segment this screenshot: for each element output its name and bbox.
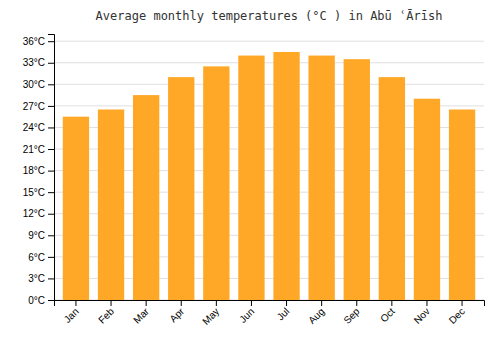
y-tick: 36°C: [23, 36, 54, 47]
bar: [449, 109, 475, 300]
y-tick-label: 30°C: [23, 79, 45, 90]
x-tick-mark: [356, 300, 357, 306]
y-tick-label: 6°C: [28, 252, 45, 263]
y-tick-mark: [48, 149, 54, 150]
x-tick-mark: [426, 300, 427, 306]
y-tick: 21°C: [23, 144, 54, 155]
y-tick-label: 15°C: [23, 187, 45, 198]
y-tick: 15°C: [23, 187, 54, 198]
x-tick-label: May: [200, 306, 221, 327]
x-tick-label: Mar: [131, 305, 151, 325]
bar: [273, 52, 299, 300]
x-tick: Jun: [237, 300, 256, 325]
x-tick-mark: [181, 300, 182, 306]
y-tick: 6°C: [28, 252, 54, 263]
x-tick-mark: [75, 300, 76, 306]
y-tick-label: 24°C: [23, 122, 45, 133]
y-tick: 24°C: [23, 122, 54, 133]
y-tick: 30°C: [23, 79, 54, 90]
x-tick-mark: [391, 300, 392, 306]
title: Average monthly temperatures (°C ) in Ab…: [96, 9, 443, 23]
y-tick-mark: [48, 300, 54, 301]
x-tick-mark: [216, 300, 217, 306]
y-tick-label: 12°C: [23, 208, 45, 219]
y-tick-label: 3°C: [28, 273, 45, 284]
x-tick: May: [200, 300, 221, 327]
x-tick-mark: [146, 300, 147, 306]
y-tick: 33°C: [23, 57, 54, 68]
bar: [98, 109, 124, 300]
bar: [133, 95, 159, 300]
x-tick: Jan: [62, 300, 81, 325]
y-tick-label: 36°C: [23, 36, 45, 47]
x-tick-label: Nov: [412, 306, 432, 326]
grid-line: [54, 41, 484, 42]
grid-line: [54, 84, 484, 85]
y-tick-mark: [48, 235, 54, 236]
x-tick: Apr: [167, 300, 186, 324]
chart: 0°C 3°C 6°C 9°C 12°C 15°C 18°C 21°C 24°C 27°C 30°C…: [0, 0, 500, 350]
bar: [203, 66, 229, 300]
bars: [63, 52, 475, 300]
y-tick-mark: [48, 84, 54, 85]
grid: [54, 41, 484, 300]
x-tick: Sep: [341, 300, 362, 326]
grid-line: [54, 62, 484, 63]
bar: [414, 99, 440, 300]
bar: [379, 77, 405, 300]
x-tick: Oct: [378, 300, 397, 324]
x-tick: Aug: [306, 300, 326, 326]
x-tick-label: Jul: [275, 306, 292, 323]
x-tick-label: Apr: [167, 305, 186, 324]
x-tick: Jul: [275, 300, 292, 322]
x-tick-label: Jan: [62, 306, 81, 325]
x-tick: Feb: [96, 300, 116, 326]
y-tick-mark: [48, 278, 54, 279]
bar: [344, 59, 370, 300]
y-tick-label: 9°C: [28, 230, 45, 241]
x-tick-mark: [251, 300, 252, 306]
x-tick-label: Oct: [378, 306, 397, 325]
x-tick: Dec: [447, 300, 467, 326]
y-tick-label: 21°C: [23, 144, 45, 155]
x-tick: Nov: [412, 300, 432, 326]
x-tick-label: Jun: [237, 306, 256, 325]
x-axis-line: [55, 301, 485, 307]
x-axis: Jan Feb Mar Apr May Jun Jul Aug Sep Oct Nov Dec: [55, 300, 485, 327]
bar: [238, 56, 264, 300]
x-tick-mark: [286, 300, 287, 306]
x-tick-label: Sep: [341, 305, 362, 326]
y-tick-label: 0°C: [28, 295, 45, 306]
x-tick-label: Aug: [306, 306, 326, 326]
y-tick: 0°C: [28, 295, 54, 306]
x-tick-mark: [321, 300, 322, 306]
x-tick-mark: [111, 300, 112, 306]
y-axis-line: [48, 35, 55, 301]
y-tick: 9°C: [28, 230, 54, 241]
x-tick: Mar: [131, 300, 151, 326]
x-tick-label: Dec: [447, 306, 467, 326]
x-tick-mark: [462, 300, 463, 306]
y-tick: 3°C: [28, 273, 54, 284]
y-tick-label: 33°C: [23, 57, 45, 68]
y-tick-label: 18°C: [23, 165, 45, 176]
y-tick-mark: [48, 106, 54, 107]
y-tick: 18°C: [23, 165, 54, 176]
bar: [168, 77, 194, 300]
y-tick-mark: [48, 192, 54, 193]
x-tick-label: Feb: [96, 305, 116, 325]
plot: 0°C 3°C 6°C 9°C 12°C 15°C 18°C 21°C 24°C 27°C 30°C…: [23, 35, 485, 327]
y-tick: 27°C: [23, 101, 54, 112]
y-tick-mark: [48, 41, 54, 42]
y-tick-mark: [48, 63, 54, 64]
y-tick: 12°C: [23, 208, 54, 219]
y-tick-mark: [48, 214, 54, 215]
y-tick-mark: [48, 171, 54, 172]
y-tick-mark: [48, 127, 54, 128]
bar: [63, 117, 89, 300]
y-axis: 0°C 3°C 6°C 9°C 12°C 15°C 18°C 21°C 24°C 27°C 30°C…: [23, 35, 55, 306]
bar: [308, 56, 334, 300]
y-tick-label: 27°C: [23, 101, 45, 112]
y-tick-mark: [48, 257, 54, 258]
